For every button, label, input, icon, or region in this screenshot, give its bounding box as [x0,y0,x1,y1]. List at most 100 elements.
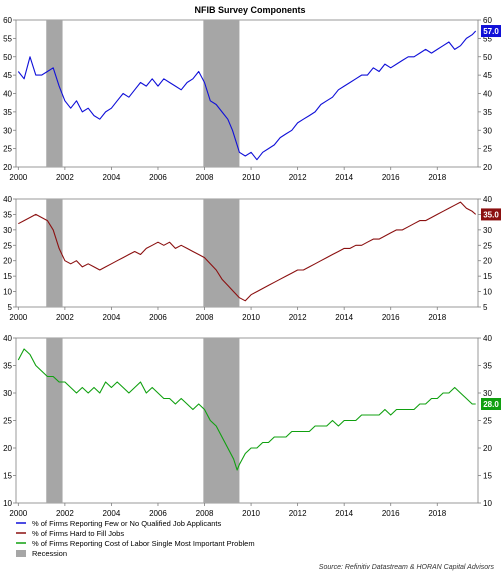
panel-3-ytick-right-label: 35 [483,362,492,371]
panel-2-xtick-label: 2010 [242,313,260,322]
panel-3-xtick-label: 2000 [9,509,27,518]
panel-1-plot-frame [15,19,479,168]
panel-1-ytick-left-label: 40 [3,90,12,99]
panel-3-last-value-badge [481,398,501,410]
panel-1-ytick-left-label: 55 [3,34,12,43]
panel-3-xtick-label: 2004 [103,509,121,518]
panel-2-ytick-left-label: 5 [8,303,13,312]
panel-1-ytick-left-label: 60 [3,16,12,25]
panel-2-xtick-label: 2000 [9,313,27,322]
panel-2-plot-frame [15,198,479,308]
panel-1-recession-band-1 [46,20,63,167]
panel-2: 5510101515202025253030353540402000200220… [3,195,501,322]
panel-1-xtick-label: 2008 [196,173,214,182]
panel-3-xtick-label: 2018 [428,509,446,518]
panel-1-ytick-right-label: 60 [483,16,492,25]
panel-2-xtick-label: 2008 [196,313,214,322]
legend-label-hard-to-fill: % of Firms Hard to Fill Jobs [32,529,124,538]
panel-2-last-value-badge [481,208,501,221]
panel-3-ytick-right-label: 30 [483,389,492,398]
panel-3-ytick-right-label: 25 [483,417,492,426]
panel-2-xtick-label: 2002 [56,313,74,322]
panel-3-ytick-right-label: 10 [483,499,492,508]
panel-3-ytick-left-label: 35 [3,362,12,371]
panel-2-xtick-label: 2006 [149,313,167,322]
panel-2-ytick-left-label: 25 [3,241,12,250]
panel-1-ytick-right-label: 30 [483,126,492,135]
panel-1-ytick-left-label: 50 [3,53,12,62]
panel-2-ytick-right-label: 40 [483,195,492,204]
panel-2-recession-band-1 [46,199,63,307]
panel-1-ytick-right-label: 20 [483,163,492,172]
panel-2-xtick-label: 2018 [428,313,446,322]
panel-1-xtick-label: 2002 [56,173,74,182]
panel-1-ytick-right-label: 50 [483,53,492,62]
panel-3-xtick-label: 2006 [149,509,167,518]
panel-3-ytick-right-label: 20 [483,444,492,453]
panel-1-ytick-right-label: 40 [483,90,492,99]
legend-label-few-qualified: % of Firms Reporting Few or No Qualified… [32,519,221,528]
panel-1-xtick-label: 2004 [103,173,121,182]
panel-3-ytick-left-label: 25 [3,417,12,426]
panel-3-ytick-right-label: 15 [483,472,492,481]
panel-3-xtick-label: 2016 [382,509,400,518]
panel-1-ytick-left-label: 30 [3,126,12,135]
panel-1-ytick-right-label: 25 [483,145,492,154]
panel-1: 20 20 25 25 30 30 35 35 40 40 45 45 50 50 55 55 60 60 2000… [3,16,501,182]
panel-2-ytick-right-label: 25 [483,241,492,250]
panel-1-series-line [17,30,477,161]
panel-2-recession-band-2 [203,199,240,307]
panel-3-series-line [17,348,476,471]
panel-2-ytick-left-label: 15 [3,272,12,281]
legend-label-recession: Recession [32,549,67,558]
panel-2-ytick-left-label: 30 [3,226,12,235]
panel-2-ytick-left-label: 40 [3,195,12,204]
panel-1-ytick-left-label: 35 [3,108,12,117]
panel-1-ytick-right-label: 45 [483,71,492,80]
panel-3-ytick-left-label: 20 [3,444,12,453]
panel-3-xtick-label: 2008 [196,509,214,518]
panel-2-ytick-right-label: 20 [483,257,492,266]
panel-1-recession-band-2 [203,20,240,167]
chart-title: NFIB Survey Components [194,5,305,15]
panel-3-xtick-label: 2014 [335,509,353,518]
panel-3-plot-frame [15,337,479,504]
panel-1-xtick-label: 2012 [289,173,307,182]
legend: % of Firms Reporting Few or No Qualified… [16,519,255,558]
panel-1-last-value-badge [481,25,501,38]
panel-3-ytick-left-label: 40 [3,334,12,343]
panel-2-xtick-label: 2016 [382,313,400,322]
panel-1-ytick-right-label: 35 [483,108,492,117]
panel-3-xtick-label: 2012 [289,509,307,518]
panel-2-ytick-right-label: 10 [483,288,492,297]
panel-2-ytick-left-label: 10 [3,288,12,297]
panel-2-xtick-label: 2012 [289,313,307,322]
panel-2-last-value-label: 35.0 [483,210,499,219]
source-note: Source: Refinitiv Datastream & HORAN Cap… [319,564,495,571]
panel-2-series-line [18,201,477,302]
panel-1-ytick-left-label: 20 [3,163,12,172]
panel-3-recession-band-2 [203,338,240,503]
legend-item-recession: Recession [16,549,67,558]
panel-1-ytick-left-label: 45 [3,71,12,80]
panel-2-ytick-right-label: 30 [483,226,492,235]
panel-3-last-value-label: 28.0 [483,400,499,409]
panel-3-xtick-label: 2002 [56,509,74,518]
panel-1-ytick-left-label: 25 [3,145,12,154]
panel-1-xtick-label: 2010 [242,173,260,182]
legend-item-cost-of-labor: % of Firms Reporting Cost of Labor Singl… [16,539,255,548]
panel-3: 10 10 15 15 20 20 25 25 30 30 35 35 40 40 2000 2002 2004… [3,334,501,518]
legend-label-cost-of-labor: % of Firms Reporting Cost of Labor Singl… [32,539,255,548]
panel-2-xtick-label: 2014 [335,313,353,322]
panel-3-recession-band-1 [46,338,63,503]
panel-2-ytick-right-label: 15 [483,272,492,281]
panel-3-ytick-right-label: 40 [483,334,492,343]
panel-3-ytick-left-label: 30 [3,389,12,398]
panel-2-ytick-right-label: 5 [483,303,488,312]
panel-3-xtick-label: 2010 [242,509,260,518]
panel-2-xtick-label: 2004 [103,313,121,322]
legend-item-few-qualified: % of Firms Reporting Few or No Qualified… [16,519,221,528]
panel-2-ytick-left-label: 35 [3,210,12,219]
panel-3-ytick-left-label: 10 [3,499,12,508]
